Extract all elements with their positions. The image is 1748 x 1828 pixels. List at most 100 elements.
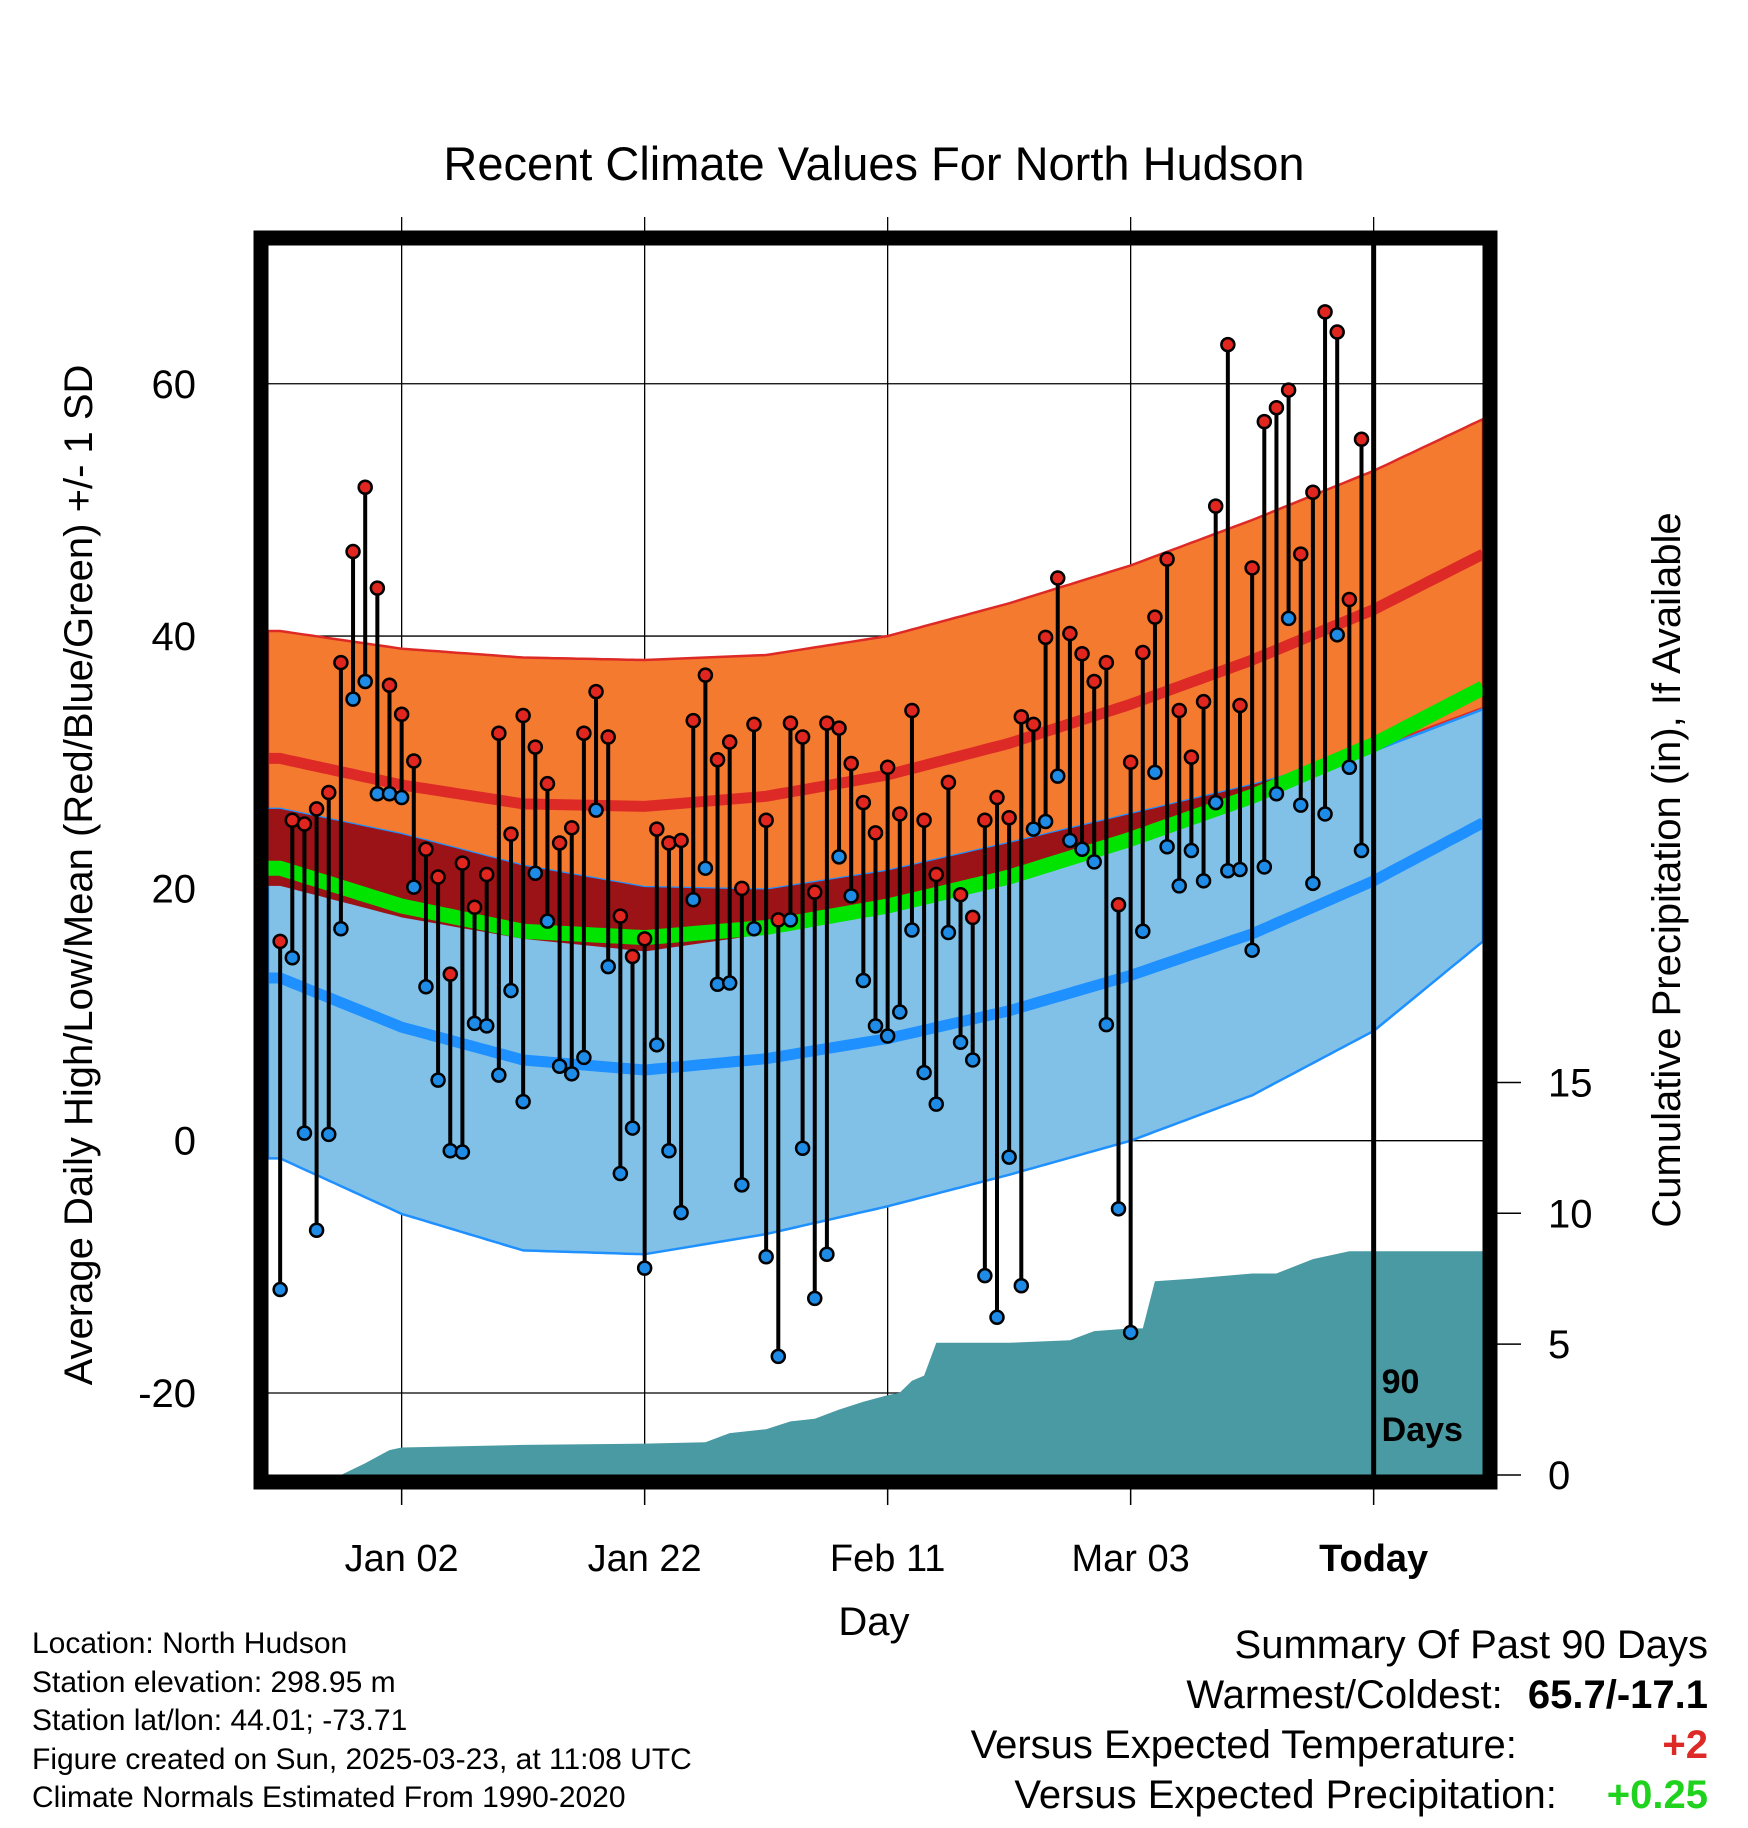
- y-tick-label: -20: [138, 1372, 196, 1416]
- observed-high-point: [491, 725, 507, 741]
- observed-low-point: [1025, 821, 1042, 837]
- observed-high-point: [782, 715, 799, 731]
- observed-low-point: [1050, 768, 1066, 784]
- observed-high-point: [1207, 498, 1224, 514]
- observed-low-point: [308, 1222, 325, 1239]
- observed-low-point: [697, 860, 714, 876]
- observed-low-point: [1293, 797, 1309, 813]
- observed-low-point: [721, 975, 738, 991]
- y-axis-label: Average Daily High/Low/Mean (Red/Blue/Gr…: [57, 365, 101, 1386]
- plot-frame: [253, 230, 1498, 1490]
- observed-high-point: [1122, 754, 1139, 770]
- observed-high-point: [600, 729, 616, 745]
- observed-low-point: [1353, 842, 1370, 859]
- observed-low-point: [794, 1140, 811, 1157]
- y2-tick-label: 15: [1548, 1061, 1593, 1105]
- observed-low-point: [928, 1096, 944, 1112]
- observed-low-point: [1086, 854, 1102, 870]
- observed-high-point: [685, 712, 701, 729]
- observed-high-point: [1317, 304, 1333, 320]
- temp-versus-row: Versus Expected Temperature: +2: [971, 1720, 1708, 1770]
- observed-low-point: [1256, 859, 1273, 875]
- observed-low-point: [940, 924, 957, 941]
- warmest-coldest-row: Warmest/Coldest: 65.7/-17.1: [971, 1670, 1708, 1720]
- observed-low-point: [1244, 942, 1260, 958]
- observed-low-point: [1001, 1149, 1017, 1165]
- precip-versus-label: Versus Expected Precipitation:: [1014, 1773, 1557, 1817]
- observed-low-point: [1074, 841, 1090, 858]
- today-days-label: Days: [1382, 1411, 1463, 1449]
- observed-high-point: [1293, 546, 1309, 562]
- observed-high-point: [1025, 716, 1042, 733]
- observed-low-point: [1159, 839, 1175, 855]
- observed-high-point: [1195, 693, 1212, 710]
- observed-high-point: [1110, 897, 1127, 913]
- warmest-coldest-value: 65.7/-17.1: [1527, 1673, 1708, 1717]
- x-tick-label: Jan 02: [345, 1538, 459, 1580]
- observed-high-point: [345, 543, 361, 560]
- observed-high-point: [843, 755, 859, 772]
- today-days-number: 90: [1382, 1363, 1420, 1401]
- observed-low-point: [345, 691, 361, 707]
- observed-high-point: [576, 725, 592, 741]
- y2-axis-label: Cumulative Precipitation (in), If Availa…: [1645, 512, 1689, 1227]
- observed-high-point: [1086, 673, 1102, 690]
- observed-low-point: [1280, 610, 1297, 627]
- x-tick-label: Today: [1319, 1538, 1428, 1580]
- observed-high-point: [1098, 654, 1115, 671]
- observed-low-point: [758, 1249, 774, 1265]
- observed-high-point: [940, 774, 957, 791]
- observed-high-point: [393, 706, 410, 723]
- observed-high-point: [624, 948, 641, 965]
- observed-high-point: [406, 753, 422, 769]
- observed-low-point: [964, 1052, 981, 1068]
- created-text: Figure created on Sun, 2025-03-23, at 11…: [32, 1742, 692, 1776]
- axes: -20 0 20 40 60 0 5 10 15 Jan 02 Jan 22 Feb 11 Mar 03…: [138, 256, 1593, 1580]
- observed-low-point: [503, 982, 519, 999]
- observed-low-point: [491, 1067, 507, 1083]
- location-text: Location: North Hudson: [32, 1627, 348, 1660]
- observed-high-point: [758, 812, 774, 829]
- observed-low-point: [1013, 1278, 1030, 1294]
- observed-high-point: [588, 683, 604, 700]
- observed-high-point: [430, 869, 446, 885]
- observed-high-point: [381, 677, 398, 694]
- x-tick-label: Jan 22: [588, 1538, 702, 1580]
- observed-low-point: [782, 912, 799, 928]
- observed-low-point: [393, 789, 410, 806]
- observed-high-point: [1268, 399, 1285, 416]
- observed-low-point: [734, 1177, 750, 1193]
- observed-high-point: [1341, 591, 1358, 608]
- observed-low-point: [1195, 873, 1212, 889]
- observed-low-point: [272, 1281, 288, 1298]
- observed-low-point: [904, 922, 920, 938]
- observed-low-point: [855, 972, 872, 989]
- temp-versus-value: +2: [1662, 1723, 1708, 1767]
- observed-high-point: [1050, 570, 1066, 586]
- observed-high-point: [503, 826, 519, 842]
- observed-high-point: [1147, 609, 1163, 625]
- observed-low-point: [831, 849, 847, 865]
- high-mean-line: [268, 549, 1483, 812]
- observed-low-point: [600, 958, 616, 975]
- observed-low-point: [478, 1018, 495, 1034]
- observed-low-point: [770, 1348, 787, 1365]
- observed-high-point: [357, 479, 373, 495]
- observed-high-point: [308, 801, 325, 817]
- observed-low-point: [430, 1072, 446, 1088]
- observed-high-point: [1037, 629, 1054, 646]
- observed-low-point: [1207, 794, 1224, 811]
- observed-low-point: [321, 1126, 337, 1143]
- observed-low-point: [916, 1064, 932, 1081]
- observed-high-point: [734, 880, 750, 897]
- observed-high-point: [794, 729, 811, 745]
- observed-low-point: [892, 1004, 908, 1020]
- observed-low-point: [539, 913, 556, 929]
- observed-high-point: [442, 966, 458, 982]
- observed-low-point: [819, 1246, 835, 1262]
- observed-high-point: [807, 884, 823, 900]
- low-mean-line: [268, 817, 1483, 1076]
- observed-low-point: [1171, 878, 1187, 894]
- latlon-text: Station lat/lon: 44.01; -73.71: [32, 1704, 408, 1737]
- observed-low-point: [1098, 1016, 1115, 1033]
